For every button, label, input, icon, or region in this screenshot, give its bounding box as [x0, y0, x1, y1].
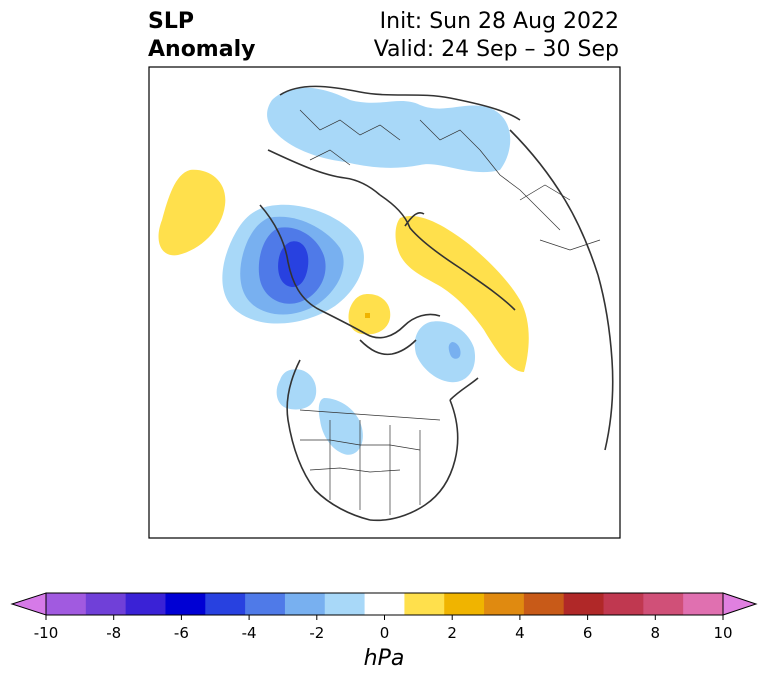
- init-date: Init: Sun 28 Aug 2022: [379, 9, 619, 34]
- colorbar-tick-label: 0: [379, 624, 390, 642]
- colorbar-tick-label: -10: [33, 624, 59, 642]
- forecast-dates: Init: Sun 28 Aug 2022 Valid: 24 Sep – 30…: [374, 8, 619, 64]
- colorbar-segment: [165, 593, 206, 615]
- title-variable: SLP: [148, 9, 194, 34]
- colorbar-segment: [444, 593, 485, 615]
- colorbar-segment: [404, 593, 445, 615]
- colorbar-frame: [45, 592, 724, 616]
- colorbar-segment: [205, 593, 246, 615]
- colorbar-units: hPa: [363, 646, 405, 671]
- title-quantity: Anomaly: [148, 37, 256, 62]
- colorbar-segment: [683, 593, 724, 615]
- colorbar-segment: [284, 593, 326, 615]
- colorbar-tick-marks: [45, 615, 724, 620]
- positive-anomaly-siberia: [395, 216, 529, 372]
- colorbar-extend-high: [722, 592, 758, 616]
- colorbar-segment: [563, 593, 605, 615]
- colorbar-segments: [10, 592, 758, 616]
- colorbar-segment: [324, 593, 366, 615]
- colorbar-segment: [245, 593, 286, 615]
- political-borders: [299, 109, 601, 515]
- colorbar-tick-label: 2: [447, 624, 457, 642]
- map-field: [149, 67, 620, 538]
- negative-anomaly-beaufort-core: [448, 342, 461, 359]
- colorbar-tick-label: 8: [650, 624, 661, 642]
- colorbar-segment: [46, 593, 87, 615]
- chart-title: SLP Anomaly: [148, 8, 255, 64]
- map-frame: [148, 66, 621, 539]
- colorbar-tick-label: -8: [106, 624, 122, 642]
- colorbar-segment: [523, 593, 565, 615]
- colorbar-segment: [364, 593, 405, 615]
- positive-anomaly-atlantic: [158, 169, 226, 256]
- colorbar-tick-label: 10: [713, 624, 733, 642]
- valid-range: Valid: 24 Sep – 30 Sep: [373, 37, 619, 62]
- colorbar-tick-label: 6: [582, 624, 593, 642]
- colorbar-tick-label: -2: [309, 624, 325, 642]
- colorbar-extend-low: [10, 592, 47, 616]
- colorbar-segment: [85, 593, 127, 615]
- colorbar-segment: [125, 593, 166, 615]
- negative-anomaly-beaufort: [414, 321, 476, 383]
- positive-anomaly-arctic-core: [365, 313, 370, 318]
- colorbar-segment: [484, 593, 525, 615]
- colorbar-tick-label: -6: [173, 624, 189, 642]
- colorbar-tick-label: 4: [515, 624, 525, 642]
- negative-anomaly-canada-east: [276, 369, 317, 410]
- colorbar-segment: [603, 593, 644, 615]
- colorbar-segment: [643, 593, 684, 615]
- colorbar-tick-label: -4: [241, 624, 257, 642]
- coastlines: [259, 85, 614, 522]
